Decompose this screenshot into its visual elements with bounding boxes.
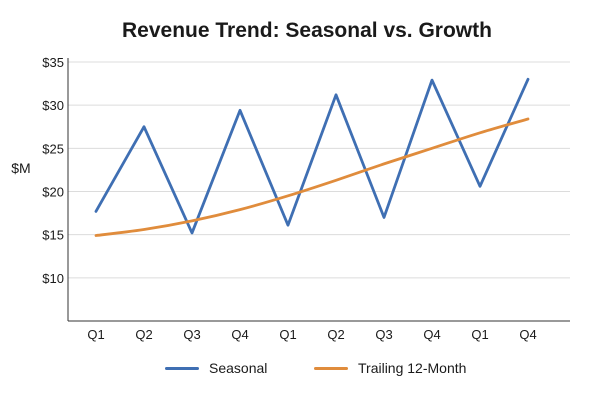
x-tick-labels: Q1 Q2 Q3 Q4 Q1 Q2 Q3 Q4 Q1 Q4 bbox=[87, 327, 536, 342]
x-tick-label: Q2 bbox=[327, 327, 344, 342]
y-tick-label: $15 bbox=[42, 228, 64, 243]
legend-item-seasonal: Seasonal bbox=[165, 360, 267, 376]
y-tick-label: $35 bbox=[42, 55, 64, 70]
legend: Seasonal Trailing 12-Month bbox=[0, 360, 614, 380]
legend-swatch-seasonal bbox=[165, 366, 199, 370]
axes bbox=[67, 58, 570, 322]
x-tick-label: Q1 bbox=[87, 327, 104, 342]
y-axis-label: $M bbox=[11, 160, 31, 176]
legend-label-trailing: Trailing 12-Month bbox=[358, 360, 467, 376]
x-tick-label: Q1 bbox=[279, 327, 296, 342]
y-tick-label: $30 bbox=[42, 98, 64, 113]
x-tick-label: Q4 bbox=[423, 327, 440, 342]
series-line-trailing-12-month bbox=[94, 117, 530, 237]
x-tick-label: Q4 bbox=[231, 327, 248, 342]
series-line-seasonal bbox=[94, 77, 530, 235]
y-tick-label: $25 bbox=[42, 141, 64, 156]
legend-item-trailing: Trailing 12-Month bbox=[314, 360, 466, 376]
x-tick-label: Q2 bbox=[135, 327, 152, 342]
x-tick-label: Q3 bbox=[183, 327, 200, 342]
legend-swatch-trailing bbox=[314, 366, 348, 370]
y-tick-labels: $10 $15 $20 $25 $30 $35 bbox=[42, 55, 64, 286]
y-tick-label: $10 bbox=[42, 271, 64, 286]
x-tick-label: Q4 bbox=[519, 327, 536, 342]
legend-label-seasonal: Seasonal bbox=[209, 360, 268, 376]
y-tick-label: $20 bbox=[42, 185, 64, 200]
gridlines bbox=[68, 61, 570, 279]
x-tick-label: Q1 bbox=[471, 327, 488, 342]
x-tick-label: Q3 bbox=[375, 327, 392, 342]
series-lines bbox=[94, 77, 530, 237]
chart-title: Revenue Trend: Seasonal vs. Growth bbox=[122, 19, 492, 42]
